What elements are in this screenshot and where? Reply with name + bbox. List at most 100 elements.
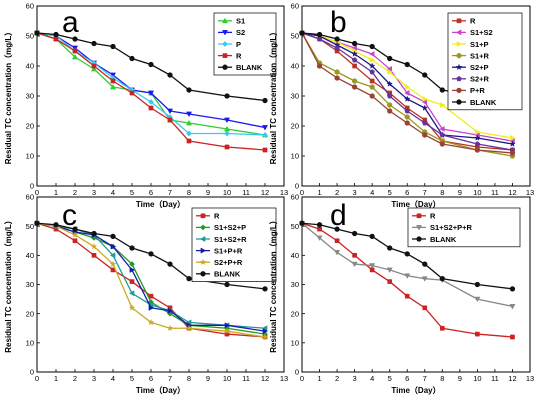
x-tick-label: 0 — [300, 188, 304, 197]
data-point — [404, 83, 411, 91]
legend-label: S1+S2 — [470, 28, 493, 37]
y-tick-label: 40 — [26, 62, 34, 71]
legend-marker — [456, 75, 462, 82]
data-point — [351, 40, 358, 47]
data-point — [223, 117, 231, 124]
data-point — [404, 120, 410, 126]
y-tick-label: 50 — [291, 222, 299, 231]
data-point — [403, 95, 411, 102]
data-point — [316, 31, 323, 38]
data-point — [351, 84, 358, 90]
y-tick-label: 40 — [291, 62, 299, 71]
panel-letter: d — [330, 199, 347, 232]
data-point — [167, 261, 173, 267]
data-point — [386, 80, 394, 87]
x-axis-title: Time（Day） — [136, 199, 185, 209]
legend-label: S1+R — [470, 51, 490, 60]
data-point — [474, 296, 481, 303]
data-point — [509, 304, 516, 310]
y-tick-label: 10 — [26, 152, 34, 161]
legend-label: P — [236, 40, 241, 49]
data-point — [475, 331, 480, 337]
data-point — [404, 273, 411, 279]
data-point — [91, 253, 97, 258]
data-point — [34, 30, 40, 36]
chart-panel-c: 0 1 2 3 4 5 6 7 8 9 10 11 12 130102030405060Time（Day）… — [3, 193, 288, 395]
data-point — [224, 144, 230, 150]
data-point — [334, 45, 340, 51]
data-point — [369, 84, 375, 90]
data-point — [422, 72, 428, 78]
y-tick-label: 50 — [26, 222, 34, 231]
data-point — [186, 276, 192, 282]
x-tick-label: 13 — [280, 374, 288, 383]
data-point — [299, 220, 305, 226]
y-tick-label: 60 — [26, 2, 34, 11]
series-S2+P+R — [33, 219, 269, 340]
y-tick-label: 30 — [26, 280, 34, 289]
y-tick-label: 10 — [291, 152, 299, 161]
x-tick-label: 4 — [111, 374, 115, 383]
data-point — [186, 87, 192, 93]
data-point — [166, 324, 174, 332]
x-tick-label: 12 — [261, 188, 269, 197]
data-point — [369, 78, 375, 84]
legend-marker — [199, 235, 206, 243]
x-tick-label: 6 — [149, 374, 153, 383]
data-point — [167, 117, 173, 123]
legend: R S1+S2+P S1+S2+R S1+P+R S2+P+R BLANK — [191, 207, 277, 282]
panel-letter: a — [62, 6, 79, 39]
x-tick-label: 5 — [130, 374, 134, 383]
data-point — [509, 140, 516, 147]
x-tick-label: 1 — [54, 188, 58, 197]
data-point — [224, 93, 230, 99]
data-point — [475, 128, 481, 136]
legend-label: R — [236, 51, 242, 60]
x-tick-label: 1 — [54, 374, 58, 383]
data-point — [316, 222, 323, 228]
x-tick-label: 13 — [280, 188, 288, 197]
legend-marker — [221, 30, 229, 36]
legend-marker — [200, 271, 206, 277]
x-tick-label: 11 — [242, 188, 250, 197]
chart-panel-d: 0 1 2 3 4 5 6 7 8 9 10 11 12 130102030405060Time（Day）… — [268, 193, 534, 395]
data-point — [369, 43, 375, 50]
x-tick-label: 13 — [526, 374, 534, 383]
legend-marker — [199, 258, 207, 266]
legend-marker — [221, 17, 229, 24]
data-point — [386, 267, 393, 274]
x-tick-label: 6 — [149, 188, 153, 197]
x-tick-label: 2 — [335, 374, 339, 383]
data-point — [167, 307, 174, 314]
data-point — [129, 261, 135, 268]
legend-label: BLANK — [214, 270, 241, 279]
x-tick-label: 2 — [335, 188, 339, 197]
x-tick-label: 0 — [300, 374, 304, 383]
chart-panel-a: 0 1 2 3 4 5 6 7 8 9 10 11 12 130102030405060Time（Day）… — [3, 2, 288, 209]
y-tick-label: 60 — [26, 193, 34, 202]
data-point — [128, 290, 135, 297]
x-tick-label: 10 — [223, 188, 231, 197]
legend-marker — [456, 52, 462, 59]
data-point — [387, 55, 393, 62]
y-tick-label: 40 — [291, 251, 299, 260]
data-point — [185, 119, 193, 126]
x-tick-label: 5 — [388, 188, 392, 197]
data-point — [166, 108, 174, 115]
data-point — [404, 114, 410, 120]
x-tick-label: 11 — [242, 374, 250, 383]
data-point — [53, 36, 59, 42]
data-point — [439, 141, 445, 147]
x-tick-label: 1 — [317, 188, 321, 197]
x-tick-label: 6 — [405, 374, 409, 383]
x-tick-label: 3 — [353, 188, 357, 197]
x-tick-label: 9 — [458, 188, 462, 197]
x-tick-label: 9 — [206, 188, 210, 197]
data-point — [474, 141, 481, 147]
data-point — [262, 132, 268, 138]
legend-box — [191, 207, 277, 282]
x-tick-label: 7 — [168, 188, 172, 197]
data-point — [317, 226, 322, 232]
x-tick-label: 12 — [508, 374, 516, 383]
